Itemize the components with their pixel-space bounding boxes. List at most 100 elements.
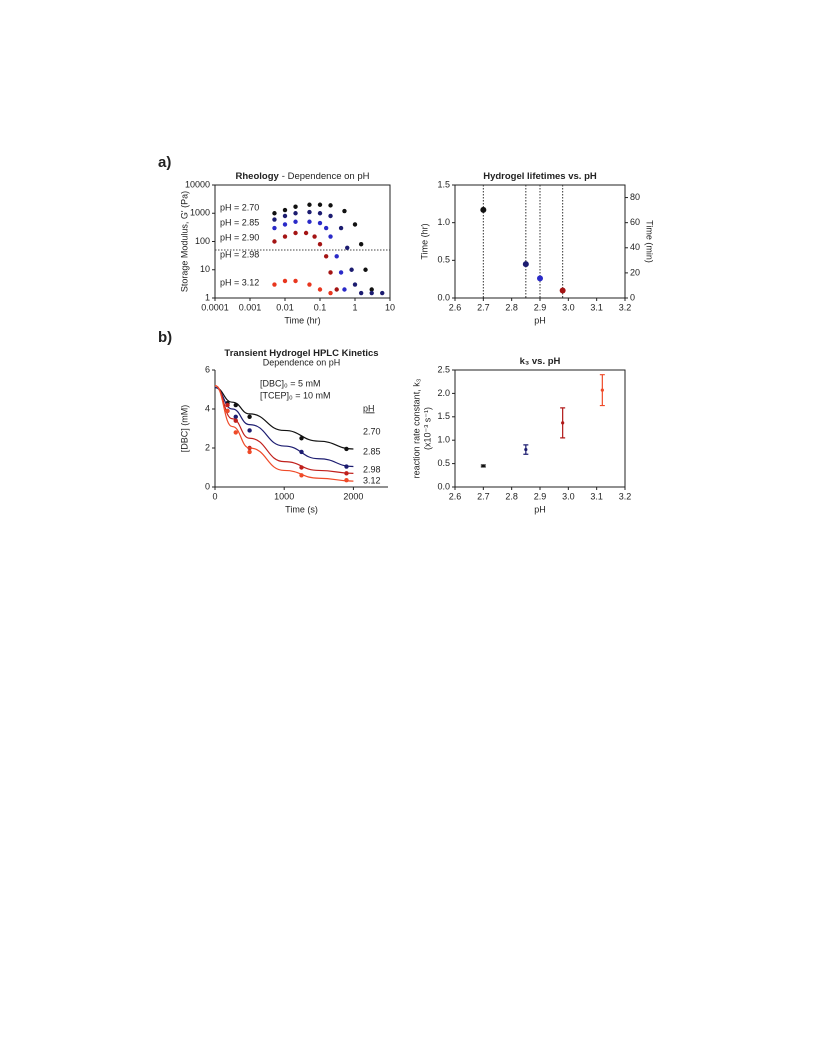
data-point — [312, 234, 317, 239]
annotation: [DBC]₀ = 5 mM — [260, 378, 321, 388]
data-point — [303, 230, 309, 236]
x-tick-label: 2.8 — [505, 302, 518, 312]
data-point — [352, 282, 358, 287]
data-point — [317, 211, 323, 216]
y-axis-label: reaction rate constant, k₃ — [411, 378, 421, 478]
data-point — [272, 217, 277, 222]
fit-curve — [214, 386, 354, 450]
x-tick-label: 0.1 — [314, 302, 327, 312]
data-point — [282, 222, 288, 227]
data-point — [369, 290, 374, 296]
y2-axis-label: Time (min) — [645, 220, 655, 263]
y-tick-label: 0.5 — [437, 255, 450, 265]
data-point — [307, 209, 312, 215]
legend-title: pH — [363, 403, 375, 413]
title-main: Hydrogel lifetimes vs. pH — [483, 171, 597, 182]
data-point — [328, 234, 333, 239]
data-point — [307, 219, 312, 224]
data-point — [282, 234, 288, 239]
data-point — [559, 287, 566, 294]
data-point — [524, 447, 528, 452]
y-tick-label: 0 — [205, 481, 210, 491]
x-tick-label: 1000 — [274, 491, 294, 501]
title-main: k₃ vs. pH — [520, 356, 561, 367]
x-tick-label: 10 — [385, 302, 395, 312]
data-point — [334, 287, 339, 292]
title-suffix: - Dependence on pH — [282, 171, 370, 182]
data-point — [233, 430, 238, 435]
legend-label: 2.98 — [363, 464, 381, 474]
y-axis-label: (x10⁻³ s⁻¹) — [422, 407, 432, 450]
y-tick-label: 1.5 — [437, 411, 450, 421]
data-point — [293, 278, 298, 284]
data-point — [299, 436, 304, 441]
y-tick-label: 2.0 — [437, 388, 450, 398]
series-label: pH = 2.98 — [220, 249, 259, 259]
x-tick-label: 2.7 — [477, 302, 490, 312]
data-point — [282, 207, 288, 213]
data-point — [272, 282, 277, 287]
panel-label: b) — [158, 329, 172, 346]
legend-label: 2.85 — [363, 446, 381, 456]
data-point — [328, 203, 333, 208]
y-tick-label: 10 — [200, 264, 210, 274]
x-tick-label: 3.2 — [619, 491, 632, 501]
title-main: Transient Hydrogel HPLC Kinetics — [224, 348, 378, 359]
data-point — [323, 254, 329, 259]
data-point — [328, 290, 333, 296]
data-point — [328, 270, 333, 275]
y-tick-label: 1.5 — [437, 179, 450, 189]
series-label: pH = 2.85 — [220, 217, 259, 227]
data-point — [299, 465, 304, 470]
data-point — [537, 275, 543, 282]
x-tick-label: 3.0 — [562, 491, 575, 501]
data-point — [328, 213, 333, 219]
legend-label: 3.12 — [363, 475, 381, 485]
x-tick-label: 2.6 — [449, 302, 462, 312]
data-point — [344, 464, 349, 469]
data-point — [282, 278, 288, 284]
data-point — [522, 261, 529, 268]
data-point — [225, 408, 230, 414]
plot-frame — [454, 369, 626, 488]
fit-curve — [214, 385, 354, 482]
y2-tick-label: 60 — [630, 217, 640, 227]
data-point — [480, 206, 487, 213]
y-axis-label: [DBC] (mM) — [179, 405, 189, 453]
title-main: Rheology — [236, 171, 280, 182]
y2-tick-label: 0 — [630, 292, 635, 302]
annotation: [TCEP]₀ = 10 mM — [260, 390, 331, 400]
data-point — [358, 242, 364, 247]
legend-label: 2.70 — [363, 426, 381, 436]
x-axis-label: Time (hr) — [284, 315, 320, 325]
x-tick-label: 2.9 — [534, 491, 547, 501]
x-axis-label: Time (s) — [285, 504, 318, 514]
x-tick-label: 0.0001 — [201, 302, 229, 312]
data-point — [344, 477, 349, 483]
data-point — [363, 267, 368, 272]
data-point — [344, 446, 349, 452]
x-tick-label: 3.2 — [619, 302, 632, 312]
x-tick-label: 2.9 — [534, 302, 547, 312]
data-point — [293, 219, 298, 224]
data-point — [344, 471, 349, 476]
fit-curve — [214, 386, 354, 468]
data-point — [272, 239, 277, 244]
data-point — [342, 287, 347, 292]
data-point — [317, 242, 323, 247]
data-point — [299, 473, 304, 478]
y2-tick-label: 80 — [630, 192, 640, 202]
data-point — [293, 204, 298, 209]
y-tick-label: 0.0 — [437, 481, 450, 491]
data-point — [380, 290, 385, 296]
data-point — [247, 449, 252, 455]
x-tick-label: 0.001 — [239, 302, 262, 312]
y-tick-label: 2.5 — [437, 364, 450, 374]
data-point — [345, 245, 350, 250]
data-point — [247, 414, 252, 419]
chart-title: Hydrogel lifetimes vs. pH — [483, 171, 597, 182]
chart-subtitle: Dependence on pH — [263, 357, 341, 367]
x-tick-label: 0 — [212, 491, 217, 501]
x-tick-label: 1 — [352, 302, 357, 312]
data-point — [307, 202, 312, 207]
